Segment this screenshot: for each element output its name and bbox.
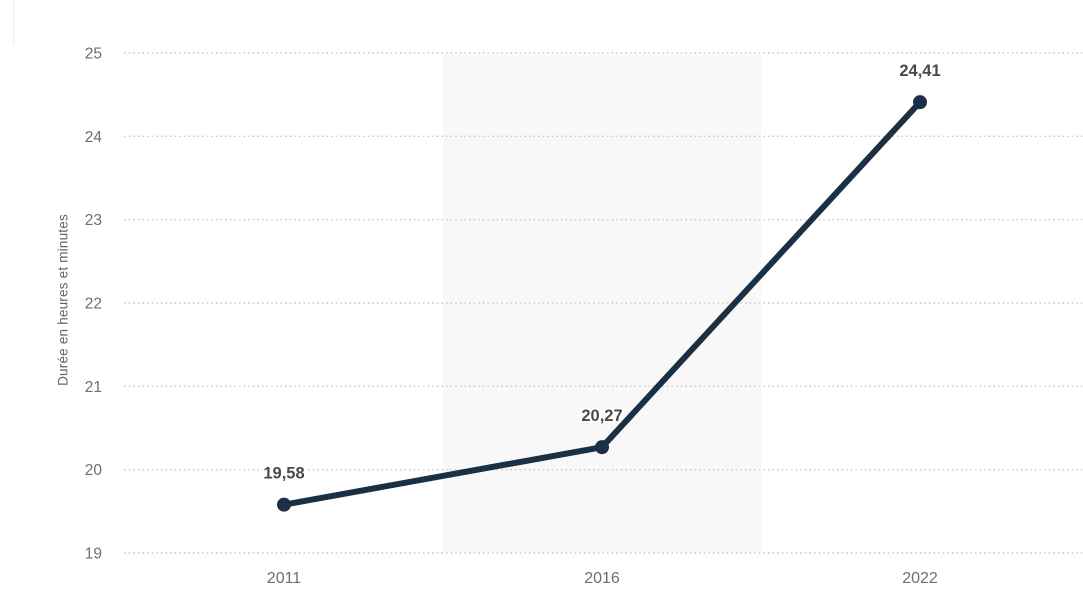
x-axis-category-label: 2011 <box>267 570 302 587</box>
data-point-label: 24,41 <box>899 62 940 80</box>
x-axis-category-label: 2016 <box>584 570 620 587</box>
data-point-marker[interactable] <box>277 497 291 512</box>
y-axis-tick-label: 19 <box>85 546 102 563</box>
data-point-label: 19,58 <box>263 465 304 483</box>
y-axis-tick-label: 22 <box>85 296 102 313</box>
y-axis-tick-label: 20 <box>85 462 103 479</box>
y-axis-tick-label: 24 <box>85 129 103 146</box>
data-point-marker[interactable] <box>913 95 927 110</box>
x-axis-category-label: 2022 <box>902 570 938 587</box>
left-edge-divider <box>13 0 14 44</box>
y-axis-tick-label: 21 <box>85 379 102 396</box>
y-axis-tick-label: 23 <box>85 212 102 229</box>
y-axis-tick-label: 25 <box>85 46 102 63</box>
data-point-marker[interactable] <box>595 440 609 455</box>
data-point-label: 20,27 <box>581 407 622 425</box>
